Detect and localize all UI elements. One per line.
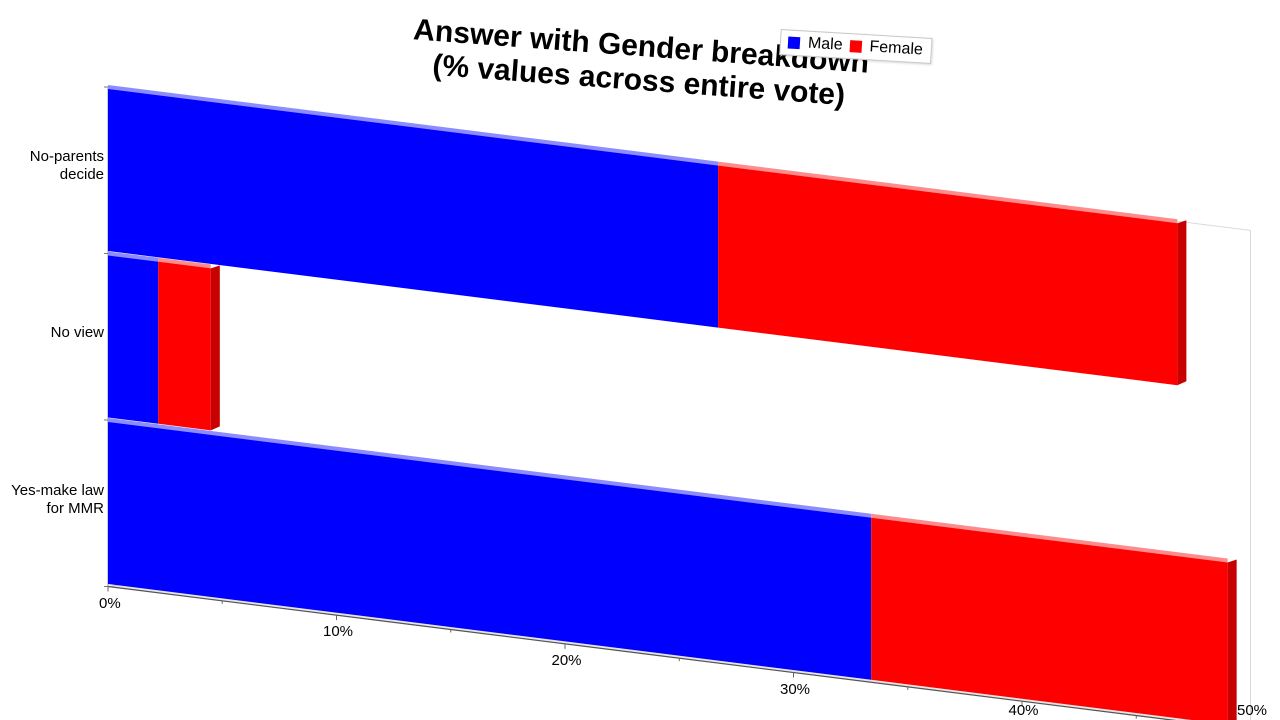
bar-side-yes-make-law-for-mmr-female — [1227, 559, 1237, 720]
x-tick-label: 0% — [99, 594, 121, 612]
bar-no-parents-decide-male — [108, 89, 719, 328]
legend-swatch-female — [849, 40, 862, 53]
x-tick-label: 40% — [1008, 702, 1039, 719]
legend-item-female: Female — [849, 37, 923, 59]
bar-side-no-view-female — [210, 265, 220, 431]
bar-side-no-parents-decide-female — [1177, 220, 1187, 386]
category-label-yes-make-law: Yes-make law for MMR — [11, 482, 104, 517]
bar-yes-make-law-for-mmr-female — [871, 517, 1228, 720]
x-tick-label: 50% — [1237, 702, 1268, 719]
bar-no-parents-decide-female — [718, 165, 1178, 386]
legend-item-male: Male — [787, 33, 843, 54]
x-tick-label: 10% — [323, 623, 354, 641]
bar-yes-make-law-for-mmr-male — [108, 422, 872, 680]
x-tick-label: 30% — [780, 680, 811, 698]
category-label-no-parents-decide: No-parents decide — [29, 148, 104, 183]
bar-no-view-female — [158, 261, 211, 431]
category-label-no-view: No view — [50, 324, 104, 341]
legend-swatch-male — [787, 36, 801, 50]
legend-label-male: Male — [807, 34, 844, 54]
bars — [108, 85, 1237, 720]
bar-no-view-male — [108, 255, 159, 424]
x-tick-label: 20% — [551, 651, 582, 669]
legend-label-female: Female — [869, 38, 924, 59]
